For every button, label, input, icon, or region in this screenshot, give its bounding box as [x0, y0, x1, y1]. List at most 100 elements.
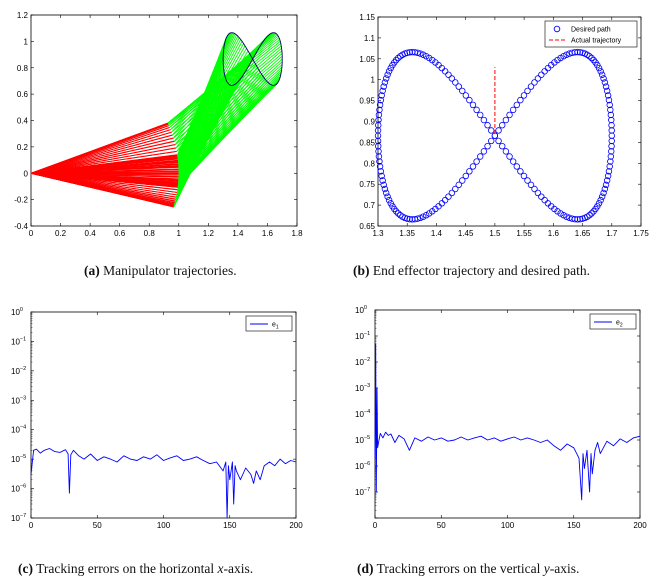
- desired-path-point: [459, 87, 466, 95]
- plot-c-ytick-label: 10−6: [11, 484, 26, 494]
- plot-d-ytick-label: 10−7: [355, 487, 370, 497]
- desired-path-point: [445, 71, 452, 78]
- desired-path-point: [466, 168, 473, 175]
- panel-a-manipulator-trajectories: 0 0.2 0.4 0.6 0.8 1 1.2 1.4 1.6 1.8 -0.4 -0.2 0 0.2 0.…: [14, 11, 303, 238]
- link2-line: [178, 53, 224, 180]
- desired-path-point: [384, 193, 391, 200]
- plot-b-legend-label: Actual trajectory: [571, 38, 622, 45]
- link2-line: [177, 58, 224, 185]
- desired-path-point: [509, 158, 517, 165]
- desired-path-point: [466, 96, 473, 104]
- desired-path-point: [608, 132, 615, 139]
- desired-path-point: [586, 53, 593, 60]
- plot-c-xtick-label: 150: [223, 521, 237, 530]
- plot-c-xtick-label: 50: [93, 521, 102, 530]
- desired-path-point: [597, 68, 604, 75]
- plot-c-legend-box: [245, 315, 293, 332]
- plot-a-ytick-label: 0.2: [17, 143, 29, 152]
- desired-path-point: [438, 64, 446, 72]
- plot-b-legend-box: [544, 20, 638, 48]
- desired-path-point: [383, 75, 390, 82]
- desired-path-point: [375, 148, 382, 155]
- desired-path-point: [608, 127, 615, 134]
- desired-path-point: [541, 196, 548, 204]
- plot-a-xtick-label: 1.2: [203, 229, 215, 238]
- desired-path-point: [531, 79, 538, 86]
- desired-path-point: [379, 177, 386, 184]
- desired-path-point: [395, 54, 402, 62]
- plot-d-legend-box: [589, 313, 637, 330]
- plot-b-ytick-label: 0.8: [364, 159, 376, 168]
- desired-path-point: [459, 177, 466, 184]
- plot-d-xtick-label: 0: [373, 521, 378, 530]
- desired-path-point: [448, 189, 456, 197]
- link1-line: [30, 140, 175, 174]
- desired-path-point: [484, 142, 491, 150]
- desired-path-point: [595, 64, 603, 72]
- desired-path-point: [441, 68, 449, 75]
- desired-path-point: [603, 87, 611, 95]
- plot-d-frame: [374, 309, 641, 519]
- desired-path-point: [598, 193, 606, 200]
- plot-a-xtick-label: 0.4: [85, 229, 97, 238]
- desired-path-point: [524, 177, 531, 184]
- desired-path-point: [469, 163, 477, 170]
- desired-path-point: [414, 215, 421, 222]
- desired-path-point: [513, 163, 520, 170]
- plot-c-ytick-label: 10−5: [11, 454, 26, 464]
- panel-b-end-effector-trajectory: 1.3 1.35 1.4 1.45 1.5 1.55 1.6 1.65 1.7 1.75 0.65 0…: [359, 13, 649, 238]
- desired-path-point: [506, 153, 513, 160]
- desired-path-point: [607, 153, 615, 160]
- desired-path-point: [377, 168, 385, 175]
- desired-path-point: [608, 116, 615, 124]
- caption-d-post: -axis.: [549, 561, 580, 576]
- desired-path-point: [608, 148, 615, 155]
- caption-c-post: -axis.: [223, 561, 254, 576]
- plot-b-legend-marker: [553, 25, 561, 33]
- plot-b-xtick-label: 1.6: [548, 229, 560, 238]
- desired-path-point: [397, 53, 404, 60]
- desired-path-point: [376, 106, 383, 114]
- desired-path-point: [574, 48, 581, 56]
- link1-line: [30, 137, 174, 174]
- plot-d-xtick-label: 150: [567, 521, 581, 530]
- link1-line: [30, 172, 178, 191]
- desired-path-point: [473, 158, 480, 165]
- desired-path-point: [376, 163, 384, 170]
- plot-a-xtick-label: 0.2: [55, 229, 67, 238]
- link2-line: [178, 48, 225, 175]
- desired-path-point: [601, 79, 609, 86]
- desired-path-point: [420, 213, 427, 220]
- desired-path-point: [383, 189, 390, 197]
- desired-path-point: [531, 185, 538, 193]
- plot-a-ytick-label: 0.8: [17, 64, 29, 73]
- plot-b-ytick-label: 1: [371, 76, 376, 85]
- desired-path-point: [488, 127, 495, 134]
- link2-line: [178, 50, 224, 177]
- plot-b-xtick-label: 1.65: [575, 229, 591, 238]
- desired-path-point: [544, 200, 552, 207]
- plot-d-ytick-label: 10−4: [355, 409, 370, 419]
- link2-line: [178, 56, 224, 183]
- link2-sweep: [167, 32, 283, 208]
- desired-path-point: [477, 111, 484, 119]
- desired-path-point: [376, 158, 383, 165]
- desired-path-point: [544, 64, 552, 72]
- desired-path-point: [605, 168, 613, 175]
- desired-path-point: [566, 214, 573, 222]
- plot-a-ytick-label: 1: [24, 37, 29, 46]
- desired-path-point: [380, 181, 387, 189]
- caption-d-axis: y: [543, 561, 550, 576]
- plot-b-ytick-label: 0.7: [364, 201, 376, 210]
- plot-c-ytick-label: 100: [11, 307, 23, 317]
- panel-c-tracking-error-x: 0 50 100 150 200 100 10−1 10−2 10−3 10−4 10−5 10−6 1…: [11, 307, 303, 530]
- desired-path-point: [452, 79, 459, 86]
- caption-c: (c) Tracking errors on the horizontal x-…: [18, 561, 253, 577]
- caption-c-pre: Tracking errors on the horizontal: [36, 561, 218, 576]
- desired-path-point: [527, 181, 535, 189]
- desired-path-point: [455, 83, 462, 90]
- desired-path-point: [420, 51, 427, 58]
- desired-path-point: [381, 185, 389, 193]
- link2-line: [176, 69, 225, 195]
